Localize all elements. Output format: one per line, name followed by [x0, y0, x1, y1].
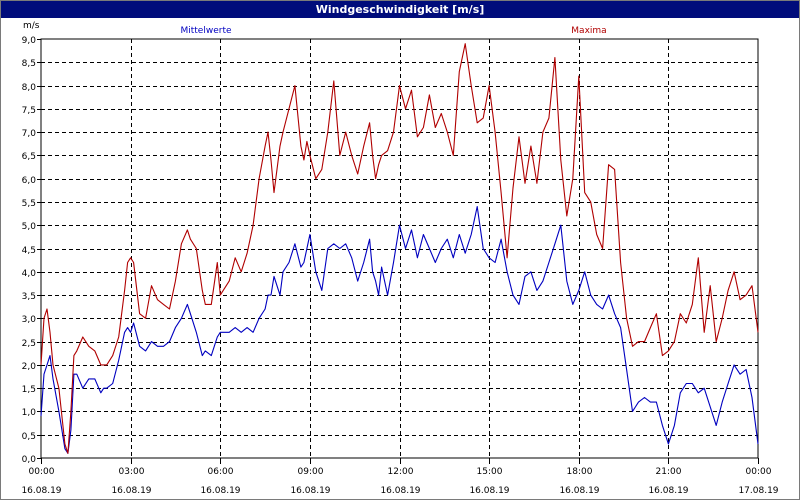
series-line-maxima	[40, 43, 759, 454]
y-tick-label: 5,5	[22, 199, 36, 209]
x-tick-date: 16.08.19	[290, 486, 330, 496]
grid	[41, 39, 758, 458]
x-tick-time: 12:00	[388, 467, 414, 477]
x-tick-time: 21:00	[656, 467, 682, 477]
legend-maxima: Maxima	[571, 26, 606, 36]
x-tick-date: 16.08.19	[380, 486, 420, 496]
y-tick-label: 4,5	[22, 246, 36, 256]
x-tick-date: 16.08.19	[111, 486, 151, 496]
y-tick-label: 1,5	[22, 385, 36, 395]
plot-frame	[40, 38, 759, 459]
x-tick-date: 17.08.19	[738, 486, 778, 496]
series-line-mittelwerte	[40, 206, 759, 454]
y-tick-label: 2,5	[22, 339, 36, 349]
y-tick-label: 6,0	[22, 176, 37, 186]
x-tick-date: 16.08.19	[469, 486, 509, 496]
labels: 0,0 0,5 1,0 1,5 2,0 2,5 3,0 3,5 4,0 4,5 5,0 5,5 6,0 6…	[21, 21, 778, 496]
y-tick-label: 7,5	[22, 106, 36, 116]
x-tick-date: 16.08.19	[559, 486, 599, 496]
legend-mittelwerte: Mittelwerte	[180, 26, 231, 36]
y-tick-label: 7,0	[22, 129, 37, 139]
x-tick-date: 16.08.19	[200, 486, 240, 496]
y-tick-label: 9,0	[22, 36, 37, 46]
axes	[37, 38, 759, 464]
y-tick-label: 8,0	[22, 83, 37, 93]
y-tick-label: 8,5	[22, 59, 36, 69]
y-tick-label: 0,5	[22, 432, 36, 442]
window-title: Windgeschwindigkeit [m/s]	[1, 1, 799, 18]
y-tick-label: 3,5	[22, 292, 36, 302]
series-lines	[40, 43, 759, 454]
x-tick-time: 18:00	[567, 467, 593, 477]
wind-speed-chart: 0,0 0,5 1,0 1,5 2,0 2,5 3,0 3,5 4,0 4,5 5,0 5,5 6,0 6…	[21, 21, 778, 496]
y-tick-label: 2,0	[22, 362, 37, 372]
x-tick-date: 16.08.19	[648, 486, 688, 496]
y-tick-label: 3,0	[22, 315, 37, 325]
x-tick-time: 00:00	[746, 467, 772, 477]
x-tick-time: 15:00	[477, 467, 503, 477]
x-tick-time: 09:00	[298, 467, 324, 477]
y-tick-label: 0,0	[22, 455, 37, 465]
y-tick-label: 1,0	[22, 408, 37, 418]
x-tick-date: 16.08.19	[21, 486, 61, 496]
x-tick-time: 00:00	[29, 467, 55, 477]
y-tick-label: 4,0	[22, 269, 37, 279]
y-tick-label: 5,0	[22, 222, 37, 232]
y-axis-label: m/s	[23, 21, 40, 31]
x-tick-time: 06:00	[208, 467, 234, 477]
x-tick-time: 03:00	[119, 467, 145, 477]
y-tick-label: 6,5	[22, 152, 36, 162]
